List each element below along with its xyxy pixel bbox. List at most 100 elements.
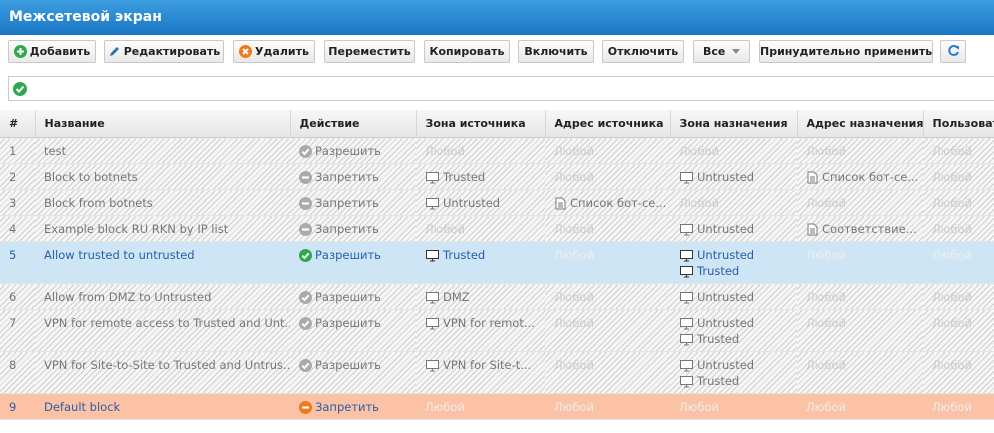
action-label: Разрешить — [315, 144, 381, 158]
button-label: Все — [703, 45, 726, 58]
rule-number: 3 — [0, 189, 35, 216]
disable-button[interactable]: Отключить — [602, 40, 684, 63]
column-header[interactable]: Адрес источника — [545, 110, 671, 138]
cell-item: Любой — [554, 357, 661, 373]
destination-zone-cell: Любой — [670, 137, 797, 164]
item-label: VPN for Site-t... — [443, 358, 532, 372]
column-header[interactable]: # — [0, 110, 36, 138]
destination-address-cell: Любой — [797, 351, 923, 394]
column-header[interactable]: Название — [35, 110, 291, 138]
item-label: Trusted — [697, 264, 740, 278]
any-label: Любой — [932, 400, 972, 414]
allow-icon — [299, 359, 312, 372]
any-label: Любой — [679, 196, 719, 210]
rule-row[interactable]: 7 VPN for remote access to Trusted and Un… — [0, 309, 994, 352]
zone-icon — [426, 172, 439, 184]
cell-item: Любой — [932, 221, 985, 237]
move-button[interactable]: Переместить — [324, 40, 415, 63]
cell-item: Список бот-се... — [806, 169, 918, 185]
rule-row[interactable]: 8 VPN for Site-to-Site to Trusted and Unt… — [0, 351, 994, 394]
list-icon — [807, 171, 818, 184]
action-cell: Разрешить — [290, 137, 416, 164]
header-row: # Название Действие Зона источника Адрес ист… — [0, 110, 994, 138]
cell-item: Любой — [679, 195, 788, 211]
cell-item: Любой — [679, 143, 788, 159]
list-icon — [555, 197, 566, 210]
rule-row[interactable]: 9 Default block Запретить Любой Любой Любой Лю… — [0, 393, 994, 420]
action-label: Запретить — [315, 222, 379, 236]
button-label: Редактировать — [123, 45, 221, 58]
destination-address-cell: Любой — [797, 309, 923, 352]
action-label: Разрешить — [315, 316, 381, 330]
cell-item: Любой — [932, 169, 985, 185]
zone-icon — [680, 318, 693, 330]
action-cell: Разрешить — [290, 283, 416, 310]
rule-row[interactable]: 5 Allow trusted to untrusted Разрешить Trus… — [0, 241, 994, 284]
item-label: VPN for remot... — [443, 316, 535, 330]
cell-item: Trusted — [425, 169, 536, 185]
zone-icon — [680, 292, 693, 304]
any-label: Любой — [554, 316, 594, 330]
delete-button[interactable]: Удалить — [233, 40, 315, 63]
add-button[interactable]: Добавить — [8, 40, 96, 63]
zone-icon — [426, 360, 439, 372]
item-label: Untrusted — [697, 316, 755, 330]
filter-bar[interactable] — [8, 76, 994, 101]
cell-item: Untrusted — [425, 195, 536, 211]
source-zone-cell: Любой — [416, 137, 545, 164]
status-icon — [13, 82, 27, 96]
rule-number: 7 — [0, 309, 35, 352]
users-cell: Любой — [923, 393, 994, 420]
column-header[interactable]: Действие — [290, 110, 417, 138]
item-label: Untrusted — [697, 358, 755, 372]
column-header[interactable]: Пользоват — [923, 110, 994, 138]
rule-row[interactable]: 2 Block to botnets Запретить Trusted Любой Un… — [0, 163, 994, 190]
column-header[interactable]: Адрес назначения — [797, 110, 924, 138]
rule-row[interactable]: 3 Block from botnets Запретить Untrusted Спи… — [0, 189, 994, 216]
item-label: Trusted — [443, 248, 486, 262]
item-label: Список бот-се... — [570, 196, 667, 210]
rule-number: 8 — [0, 351, 35, 394]
rule-row[interactable]: 1 test Разрешить Любой Любой Любой Любой Любой — [0, 137, 994, 164]
item-label: Trusted — [443, 170, 486, 184]
column-header[interactable]: Зона назначения — [670, 110, 798, 138]
edit-button[interactable]: Редактировать — [104, 40, 224, 63]
destination-zone-cell: Untrusted — [670, 163, 797, 190]
rule-row[interactable]: 6 Allow from DMZ to Untrusted Разрешить DMZ… — [0, 283, 994, 310]
column-header[interactable]: Зона источника — [416, 110, 546, 138]
cell-item: Любой — [679, 399, 788, 415]
rule-name: test — [44, 144, 67, 158]
destination-address-cell: Соответствие... — [797, 215, 923, 242]
any-label: Любой — [932, 170, 972, 184]
destination-zone-cell: Untrusted — [670, 215, 797, 242]
item-label: Trusted — [697, 374, 740, 388]
source-zone-cell: DMZ — [416, 283, 545, 310]
rule-name: Allow trusted to untrusted — [44, 248, 195, 262]
users-cell: Любой — [923, 351, 994, 394]
item-label: Untrusted — [697, 170, 755, 184]
zone-icon — [426, 198, 439, 210]
rule-row[interactable]: 4 Example block RU RKN by IP list Запретит… — [0, 215, 994, 242]
rule-name: Example block RU RKN by IP list — [44, 222, 229, 236]
action-label: Разрешить — [315, 248, 381, 262]
any-label: Любой — [679, 400, 719, 414]
any-label: Любой — [806, 316, 846, 330]
action-cell: Запретить — [290, 163, 416, 190]
zone-icon — [680, 334, 693, 346]
enable-button[interactable]: Включить — [518, 40, 594, 63]
action-cell: Запретить — [290, 189, 416, 216]
dropdown-arrow — [732, 49, 740, 54]
cell-item: Untrusted — [679, 221, 788, 237]
any-label: Любой — [806, 196, 846, 210]
refresh-button[interactable] — [940, 40, 966, 63]
copy-button[interactable]: Копировать — [424, 40, 510, 63]
apply-button[interactable]: Принудительно применить — [759, 40, 933, 63]
zone-icon — [680, 250, 693, 262]
any-label: Любой — [932, 316, 972, 330]
cell-item: Любой — [806, 357, 914, 373]
rule-number: 6 — [0, 283, 35, 310]
rule-name-cell: Default block — [35, 393, 290, 420]
destination-address-cell: Любой — [797, 393, 923, 420]
filter-dropdown[interactable]: Все — [693, 40, 750, 63]
rule-name: Block from botnets — [44, 196, 153, 210]
